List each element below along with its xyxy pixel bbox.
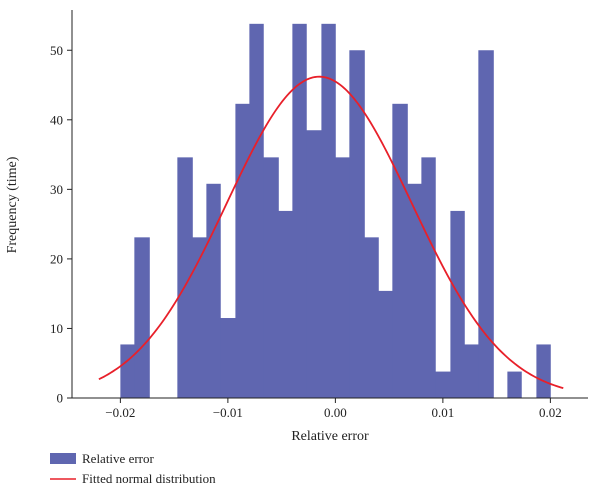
histogram-bar: [278, 210, 293, 398]
y-tick-label: 0: [57, 391, 64, 406]
y-axis-title: Frequency (time): [5, 156, 20, 253]
histogram-bar: [206, 183, 221, 398]
histogram-bar: [220, 318, 236, 398]
histogram-bar: [378, 290, 393, 398]
histogram-bar: [536, 344, 551, 398]
axes: [71, 10, 588, 399]
histogram-bar: [464, 344, 479, 398]
x-axis-title: Relative error: [291, 429, 369, 444]
y-tick-label: 30: [50, 182, 63, 197]
x-tick-label: −0.01: [213, 405, 243, 420]
y-axis-ticks: 0 10 20 30 40 50: [50, 43, 72, 406]
histogram-bar: [292, 23, 307, 398]
x-tick-label: 0.00: [324, 405, 347, 420]
histogram-bar: [435, 371, 451, 398]
x-axis-ticks: −0.02 −0.01 0.00 0.01 0.02: [105, 398, 562, 420]
histogram-bar: [263, 157, 279, 398]
histogram-bar: [478, 50, 494, 398]
histogram-bar: [392, 103, 408, 398]
histogram-bar: [450, 210, 465, 398]
x-tick-label: 0.01: [432, 405, 455, 420]
histogram-bar: [177, 157, 193, 398]
y-tick-label: 20: [50, 251, 63, 266]
x-tick-label: 0.02: [539, 405, 562, 420]
legend-label-fitted-normal: Fitted normal distribution: [82, 471, 216, 486]
legend-label-relative-error: Relative error: [82, 451, 154, 466]
histogram-bar: [507, 371, 522, 398]
y-tick-label: 10: [50, 321, 63, 336]
histogram-bar: [321, 23, 336, 398]
histogram-bar: [364, 237, 379, 398]
legend-swatch-relative-error: [50, 453, 76, 464]
histogram-bar: [421, 157, 436, 398]
histogram-bar: [192, 237, 207, 398]
histogram-bars: [120, 23, 551, 398]
y-tick-label: 50: [50, 43, 63, 58]
histogram-bar: [306, 130, 322, 398]
histogram-bar: [249, 23, 264, 398]
histogram-bar: [407, 183, 422, 398]
legend: Relative error Fitted normal distributio…: [50, 451, 216, 486]
histogram-bar: [349, 50, 365, 398]
histogram-bar: [235, 103, 250, 398]
x-tick-label: −0.02: [105, 405, 135, 420]
histogram-bar: [335, 157, 350, 398]
histogram-bar: [134, 237, 150, 398]
y-tick-label: 40: [50, 112, 63, 127]
fitted-normal-curve: [98, 75, 564, 390]
histogram-bar: [120, 344, 135, 398]
